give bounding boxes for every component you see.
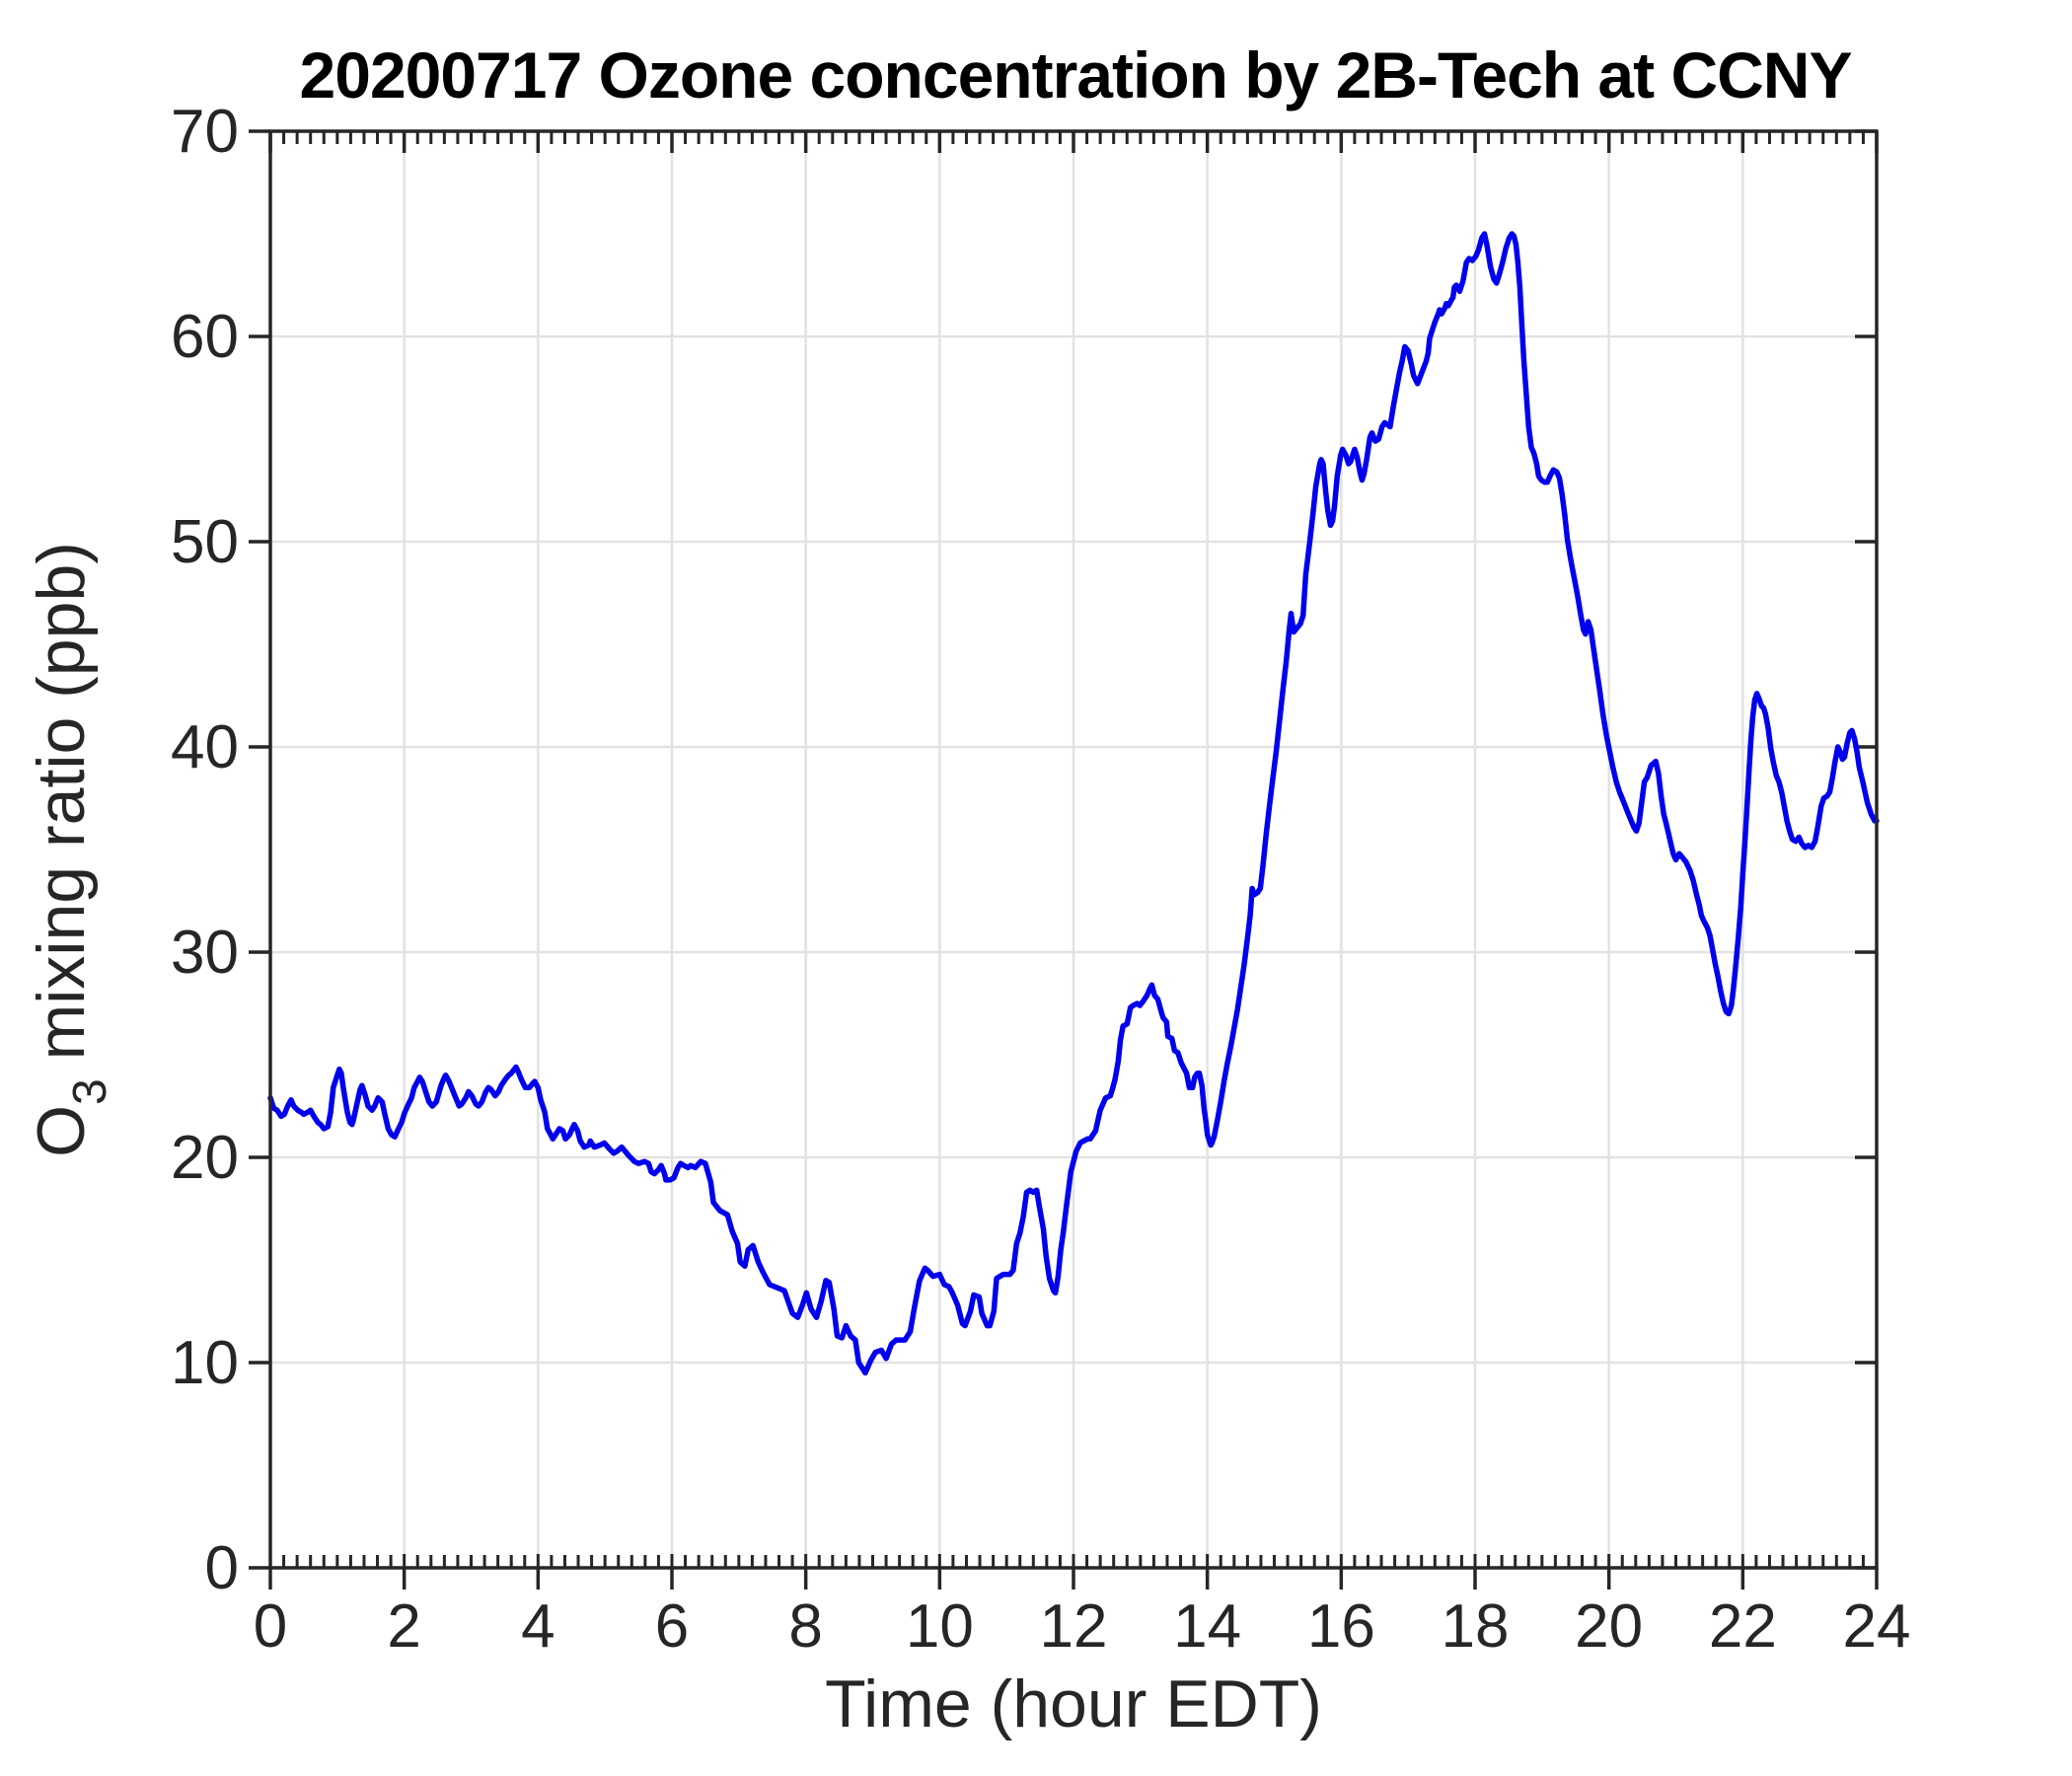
y-tick-label: 50 (171, 508, 239, 576)
x-tick-label: 2 (387, 1592, 420, 1661)
x-tick-label: 8 (788, 1592, 822, 1661)
y-axis-label-subscript: 3 (64, 1078, 116, 1105)
y-tick-label: 30 (171, 919, 239, 987)
y-axis-label: O3 mixing ratio (ppb) (23, 542, 116, 1157)
x-tick-label: 14 (1173, 1592, 1241, 1661)
x-tick-label: 0 (254, 1592, 287, 1661)
y-tick-label: 70 (171, 98, 239, 166)
y-axis-label-rest: mixing ratio (ppb) (24, 542, 99, 1079)
y-tick-label: 60 (171, 303, 239, 371)
x-tick-label: 12 (1040, 1592, 1108, 1661)
axes-box (268, 129, 1879, 1570)
y-tick-label: 40 (171, 713, 239, 781)
x-axis-label: Time (hour EDT) (825, 1666, 1322, 1741)
x-tick-label: 20 (1575, 1592, 1643, 1661)
y-axis-label-species: O (24, 1105, 99, 1157)
chart-title: 20200717 Ozone concentration by 2B-Tech … (299, 38, 1853, 111)
y-tick-label: 0 (205, 1534, 239, 1602)
x-tick-label: 16 (1307, 1592, 1375, 1661)
x-tick-label: 22 (1709, 1592, 1777, 1661)
x-tick-label: 18 (1442, 1592, 1510, 1661)
x-tick-label: 4 (521, 1592, 555, 1661)
x-tick-label: 10 (906, 1592, 974, 1661)
y-tick-label: 10 (171, 1329, 239, 1397)
x-tick-label: 24 (1843, 1592, 1911, 1661)
x-tick-label: 6 (655, 1592, 689, 1661)
ozone-data-line (267, 231, 1880, 1376)
y-tick-label: 20 (171, 1124, 239, 1192)
